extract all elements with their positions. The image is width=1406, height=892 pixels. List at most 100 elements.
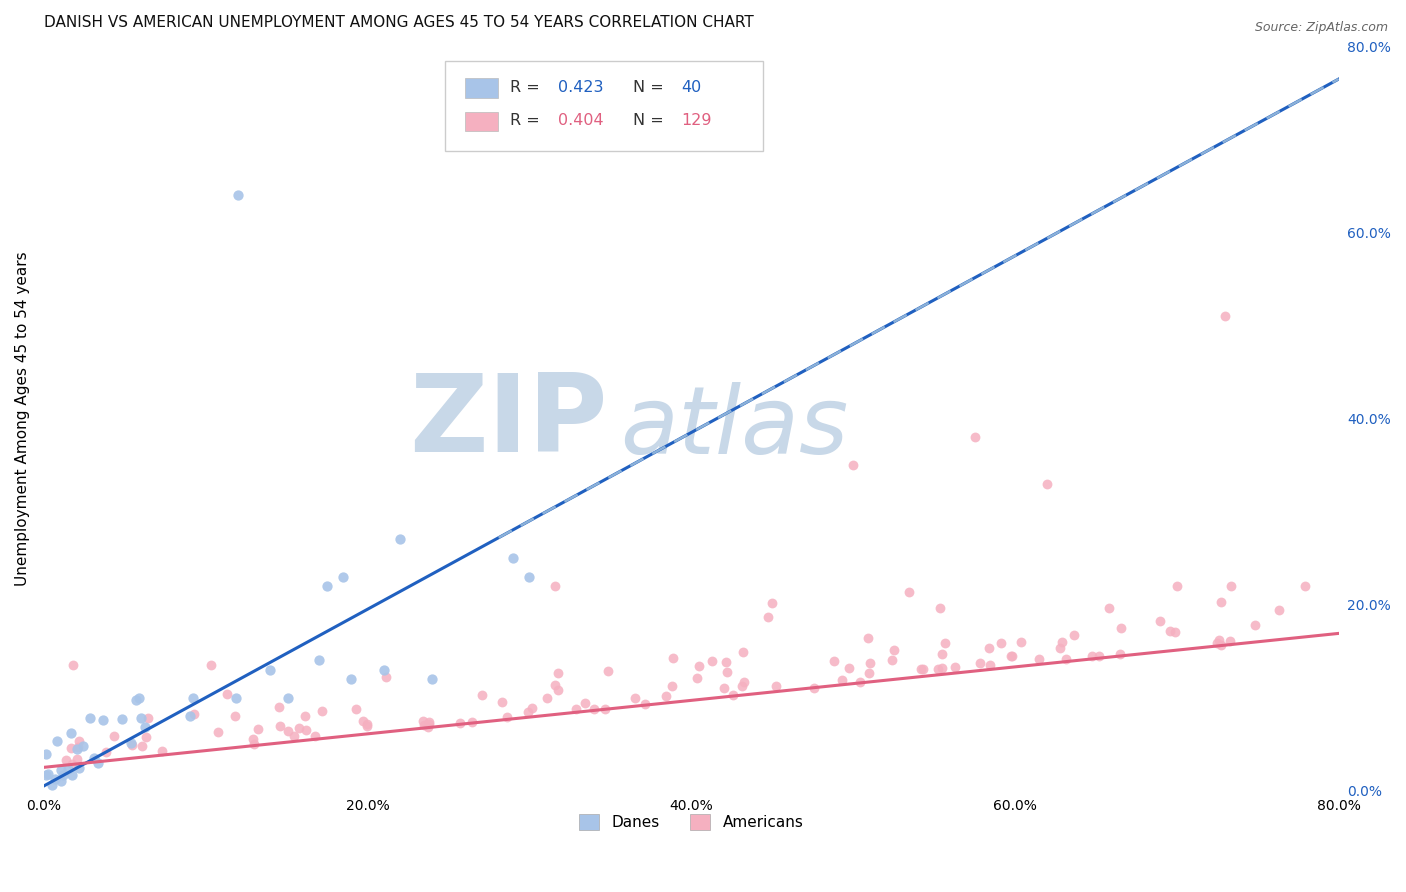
Legend: Danes, Americans: Danes, Americans	[574, 808, 810, 837]
Point	[413, 717, 436, 731]
Point	[756, 610, 779, 624]
Point	[128, 690, 150, 705]
Point	[60, 741, 83, 756]
Point	[1149, 614, 1171, 628]
Point	[134, 720, 156, 734]
Point	[416, 720, 439, 734]
Point	[269, 699, 291, 714]
Point	[842, 458, 865, 472]
Point	[564, 702, 586, 716]
Point	[517, 705, 540, 719]
Point	[686, 671, 709, 685]
Point	[288, 721, 311, 735]
Point	[247, 722, 270, 736]
Point	[623, 691, 645, 706]
Point	[44, 772, 66, 786]
Point	[59, 726, 82, 740]
Point	[225, 690, 247, 705]
Point	[1054, 652, 1077, 666]
Point	[412, 714, 434, 728]
Point	[135, 730, 157, 744]
Point	[311, 704, 333, 718]
Point	[1215, 309, 1237, 323]
Point	[136, 711, 159, 725]
Point	[1206, 636, 1229, 650]
Point	[181, 690, 204, 705]
Point	[547, 666, 569, 681]
Point	[242, 732, 264, 747]
Point	[56, 763, 79, 777]
Point	[761, 596, 783, 610]
Point	[1109, 648, 1132, 662]
Point	[91, 713, 114, 727]
Point	[1000, 649, 1022, 664]
Point	[1010, 635, 1032, 649]
Point	[66, 752, 89, 766]
Point	[67, 761, 90, 775]
Point	[536, 690, 558, 705]
Point	[547, 683, 569, 698]
Point	[823, 654, 845, 668]
Point	[598, 665, 620, 679]
Point	[912, 662, 935, 676]
Text: DANISH VS AMERICAN UNEMPLOYMENT AMONG AGES 45 TO 54 YEARS CORRELATION CHART: DANISH VS AMERICAN UNEMPLOYMENT AMONG AG…	[44, 15, 754, 30]
Point	[340, 672, 363, 686]
Text: Source: ZipAtlas.com: Source: ZipAtlas.com	[1254, 21, 1388, 34]
Point	[34, 768, 56, 782]
Point	[87, 756, 110, 771]
Point	[418, 715, 440, 730]
Point	[934, 636, 956, 650]
Point	[150, 744, 173, 758]
Point	[927, 662, 949, 676]
Point	[733, 674, 755, 689]
Y-axis label: Unemployment Among Ages 45 to 54 years: Unemployment Among Ages 45 to 54 years	[15, 252, 30, 586]
Point	[34, 747, 56, 761]
Point	[979, 657, 1001, 672]
Point	[41, 778, 63, 792]
Point	[544, 677, 567, 691]
Point	[721, 688, 744, 702]
Text: R =: R =	[510, 113, 546, 128]
Point	[422, 672, 444, 686]
FancyBboxPatch shape	[465, 78, 498, 98]
Point	[634, 697, 657, 711]
Point	[129, 711, 152, 725]
Point	[418, 717, 440, 731]
Point	[502, 551, 524, 566]
Point	[183, 707, 205, 722]
Text: N =: N =	[633, 80, 669, 95]
Point	[269, 719, 291, 733]
Point	[259, 663, 281, 677]
Point	[66, 740, 89, 755]
Point	[1081, 649, 1104, 664]
Text: 129: 129	[681, 113, 711, 128]
Point	[1098, 600, 1121, 615]
Point	[373, 663, 395, 677]
Point	[131, 739, 153, 754]
Point	[688, 659, 710, 673]
Point	[496, 710, 519, 724]
Point	[1220, 579, 1243, 593]
Point	[700, 654, 723, 668]
Point	[1050, 634, 1073, 648]
FancyBboxPatch shape	[465, 112, 498, 131]
Text: atlas: atlas	[620, 382, 848, 473]
Point	[838, 661, 860, 675]
Point	[1294, 579, 1316, 593]
Point	[661, 679, 683, 693]
Point	[1036, 476, 1059, 491]
Point	[72, 739, 94, 753]
Point	[62, 657, 84, 672]
Point	[207, 725, 229, 739]
Point	[520, 701, 543, 715]
Point	[79, 711, 101, 725]
Point	[574, 696, 596, 710]
Text: 40: 40	[681, 80, 702, 95]
Point	[83, 751, 105, 765]
Point	[713, 681, 735, 695]
Point	[60, 757, 83, 772]
Point	[897, 585, 920, 599]
Text: R =: R =	[510, 80, 546, 95]
Point	[356, 717, 378, 731]
Point	[94, 745, 117, 759]
